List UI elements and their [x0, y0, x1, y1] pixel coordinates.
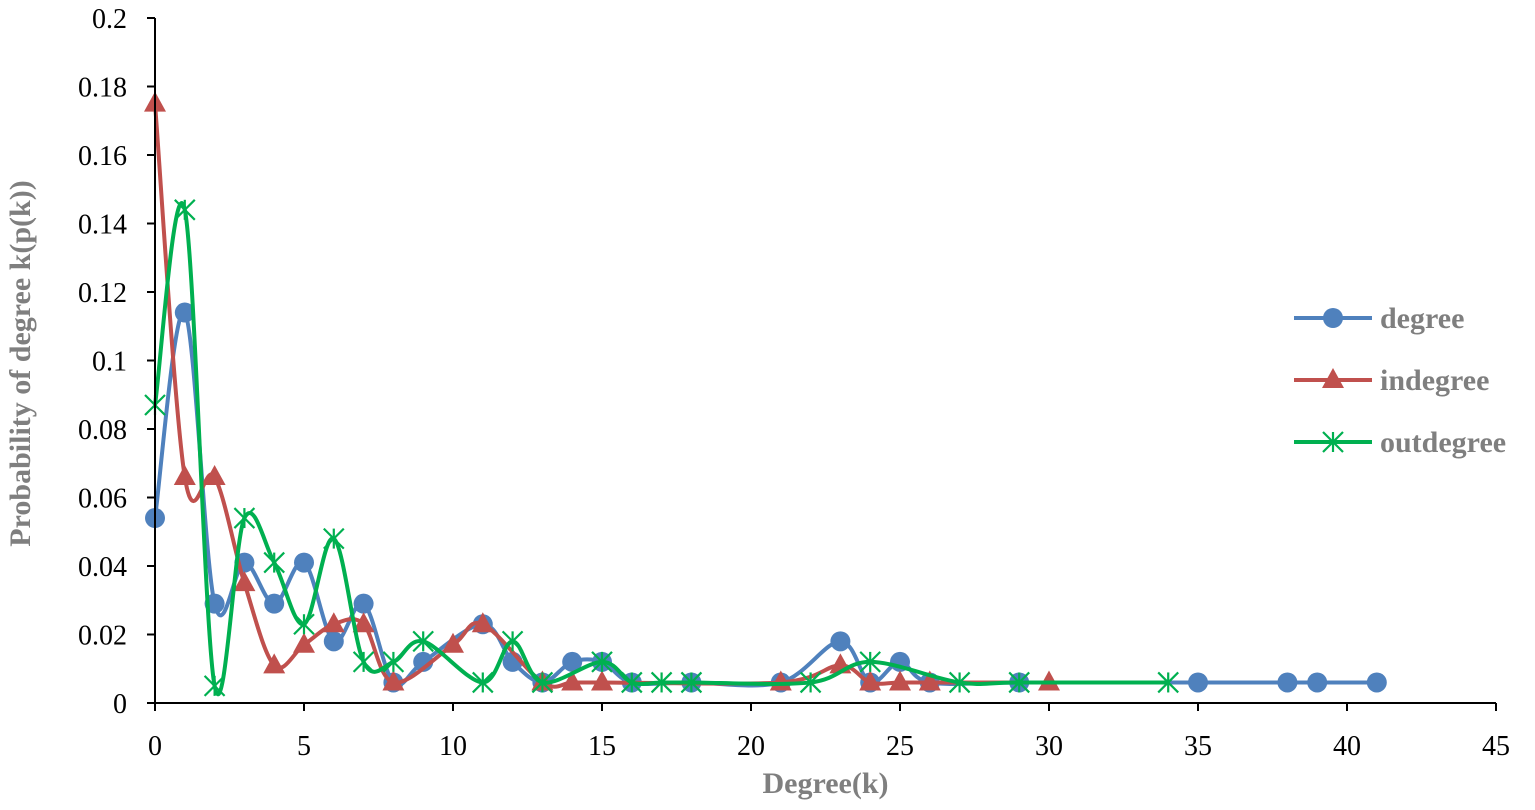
outdegree-point	[203, 675, 226, 697]
y-tick-label: 0.1	[92, 347, 127, 378]
y-tick-label: 0.08	[78, 415, 127, 446]
outdegree-point	[531, 671, 554, 694]
x-tick-label: 35	[1184, 731, 1212, 762]
x-tick-label: 15	[588, 731, 616, 762]
indegree-point	[471, 612, 494, 633]
degree-point	[294, 552, 314, 573]
legend: degree indegree outdegree	[1294, 302, 1506, 459]
degree-point	[323, 631, 344, 652]
degree-point	[1188, 672, 1208, 693]
x-tick-label: 0	[148, 731, 162, 762]
outdegree-point	[680, 671, 703, 694]
y-tick-label: 0.2	[92, 4, 127, 35]
x-tick-label: 25	[886, 731, 914, 762]
indegree-point	[173, 464, 196, 485]
outdegree-point	[621, 671, 643, 694]
indegree-point	[591, 670, 613, 691]
indegree-point	[293, 632, 315, 653]
y-axis-title: Probability of degree k(p(k))	[4, 180, 37, 546]
legend-item-degree: degree	[1294, 302, 1464, 335]
indegree-point	[918, 670, 941, 691]
legend-item-outdegree: outdegree	[1294, 426, 1506, 459]
degree-point	[353, 593, 374, 614]
outdegree-point	[948, 671, 971, 694]
x-tick-label: 20	[737, 731, 765, 762]
outdegree-point	[352, 651, 375, 673]
legend-marker-indegree	[1322, 368, 1344, 388]
degree-point	[830, 631, 851, 652]
outdegree-point	[323, 527, 345, 550]
legend-label-indegree: indegree	[1380, 364, 1489, 397]
y-tick-label: 0	[113, 689, 127, 720]
degree-point	[1277, 672, 1298, 693]
outdegree-point	[501, 630, 524, 653]
x-tick-label: 45	[1482, 731, 1510, 762]
x-axis-title: Degree(k)	[762, 767, 888, 800]
legend-marker-degree	[1323, 308, 1343, 328]
y-tick-label: 0.02	[78, 621, 127, 652]
x-tick-label: 10	[439, 731, 467, 762]
outdegree-point	[412, 630, 434, 653]
outdegree-point	[382, 651, 405, 673]
legend-label-outdegree: outdegree	[1380, 426, 1506, 459]
series-outdegree	[144, 199, 1179, 697]
outdegree-point	[233, 507, 256, 529]
y-tick-label: 0.04	[78, 552, 127, 583]
legend-marker-outdegree	[1322, 431, 1344, 453]
legend-item-indegree: indegree	[1294, 364, 1489, 397]
axis-ticks: 0 5 10 15 20 25 30 35 40 45 0 0.02 0.04 0.06 0.08 0.1 0.…	[78, 4, 1510, 762]
x-tick-label: 40	[1333, 731, 1361, 762]
indegree-point	[442, 632, 464, 653]
outdegree-point	[859, 651, 881, 673]
outdegree-point	[799, 671, 822, 694]
degree-point	[174, 302, 195, 323]
outdegree-point	[174, 199, 196, 221]
indegree-point	[889, 670, 911, 691]
x-tick-label: 5	[297, 731, 311, 762]
degree-point	[562, 651, 583, 672]
outdegree-point	[263, 551, 285, 574]
indegree-point	[382, 670, 405, 691]
outdegree-point	[591, 651, 613, 673]
y-tick-label: 0.12	[78, 278, 127, 309]
legend-label-degree: degree	[1380, 302, 1464, 335]
outdegree-point	[472, 671, 494, 694]
outdegree-point	[1008, 671, 1030, 694]
indegree-point	[233, 571, 256, 592]
indegree-point	[322, 612, 345, 633]
indegree-point	[352, 612, 375, 633]
x-tick-label: 30	[1035, 731, 1063, 762]
indegree-point	[859, 670, 882, 691]
series-degree	[145, 302, 1387, 693]
y-tick-label: 0.06	[78, 484, 127, 515]
outdegree-point	[1157, 671, 1179, 694]
series-layer	[144, 91, 1387, 697]
degree-point	[1307, 672, 1328, 693]
indegree-point	[203, 464, 226, 485]
outdegree-point	[293, 613, 315, 636]
degree-point	[1366, 672, 1387, 693]
indegree-point	[263, 653, 286, 674]
indegree-point	[561, 670, 584, 691]
outdegree-point	[650, 671, 673, 694]
degree-point	[264, 593, 285, 614]
y-tick-label: 0.16	[78, 141, 127, 172]
y-tick-label: 0.14	[78, 210, 127, 241]
y-tick-label: 0.18	[78, 73, 127, 104]
